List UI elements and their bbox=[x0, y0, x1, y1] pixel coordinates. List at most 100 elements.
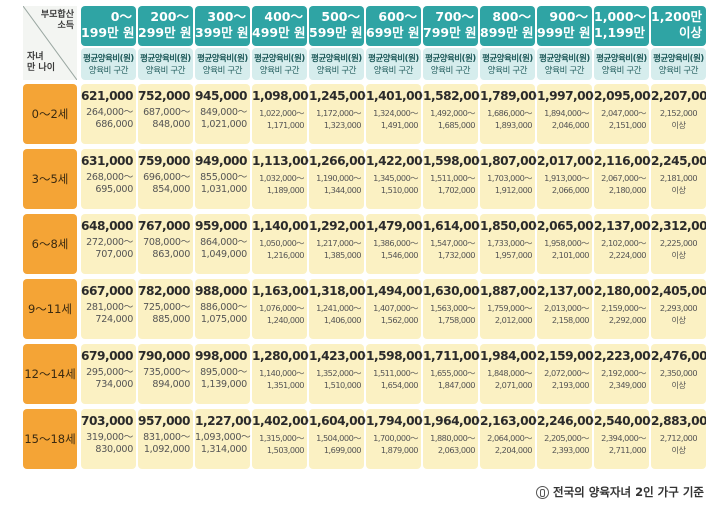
cost-range-high: 2,046,000 bbox=[551, 120, 590, 130]
cost-range-low: 1,352,000～ bbox=[316, 368, 361, 378]
cost-range-high: 1,323,000 bbox=[323, 120, 362, 130]
table-cell: 2,476,000 2,350,000 이상 bbox=[651, 344, 706, 404]
average-cost: 767,000 bbox=[138, 219, 191, 233]
average-cost: 957,000 bbox=[138, 414, 191, 428]
average-cost: 2,163,000 bbox=[480, 414, 545, 428]
cost-range-low: 2,159,000～ bbox=[601, 303, 646, 313]
average-cost: 1,494,000 bbox=[366, 284, 431, 298]
cost-range-label: 양육비 구간 bbox=[430, 65, 471, 75]
table-cell: 767,000 708,000～ 863,000 bbox=[138, 214, 193, 274]
cost-range-low: 1,880,000～ bbox=[430, 433, 475, 443]
avg-cost-label: 평균양육비(원) bbox=[482, 53, 533, 63]
cost-range-low: 886,000～ bbox=[200, 302, 247, 313]
cost-range-low: 725,000～ bbox=[143, 302, 190, 313]
average-cost: 1,402,000 bbox=[252, 414, 317, 428]
table-cell: 1,098,000 1,022,000～ 1,171,000 bbox=[252, 84, 317, 144]
cost-range-high: 이상 bbox=[671, 185, 686, 195]
table-cell: 1,582,000 1,492,000～ 1,685,000 bbox=[423, 84, 488, 144]
column-subheader: 평균양육비(원) 양육비 구간 bbox=[252, 48, 307, 80]
cost-range-low: 319,000～ bbox=[86, 432, 133, 443]
cost-range-high: 2,292,000 bbox=[608, 315, 647, 325]
cost-range-low: 2,181,000 bbox=[659, 173, 698, 183]
average-cost: 945,000 bbox=[195, 89, 248, 103]
avg-cost-label: 평균양육비(원) bbox=[368, 53, 419, 63]
corner-age-label: 자녀 만 나이 bbox=[27, 52, 55, 74]
cost-range-high: 1,075,000 bbox=[200, 314, 247, 325]
cost-range-low: 2,394,000～ bbox=[601, 433, 646, 443]
average-cost: 2,137,000 bbox=[594, 219, 659, 233]
average-cost: 1,266,000 bbox=[309, 154, 374, 168]
table-cell: 2,159,000 2,072,000～ 2,193,000 bbox=[537, 344, 602, 404]
cost-range-low: 831,000～ bbox=[143, 432, 190, 443]
cost-range-label: 양육비 구간 bbox=[544, 65, 585, 75]
cost-range-high: 2,204,000 bbox=[494, 445, 533, 455]
cost-range-label: 양육비 구간 bbox=[202, 65, 243, 75]
cost-range-high: 2,349,000 bbox=[608, 380, 647, 390]
table-cell: 949,000 855,000～ 1,031,000 bbox=[195, 149, 250, 209]
column-subheader: 평균양육비(원) 양육비 구간 bbox=[309, 48, 364, 80]
note-icon bbox=[536, 485, 550, 499]
column-subheader: 평균양육비(원) 양육비 구간 bbox=[81, 48, 136, 80]
age-row-header: 6～8세 bbox=[23, 214, 77, 274]
column-subheader: 평균양육비(원) 양육비 구간 bbox=[594, 48, 649, 80]
income-range-end: 799만 원 bbox=[423, 25, 477, 40]
table-cell: 1,422,000 1,345,000～ 1,510,000 bbox=[366, 149, 431, 209]
cost-range-high: 1,406,000 bbox=[323, 315, 362, 325]
table-cell: 959,000 864,000～ 1,049,000 bbox=[195, 214, 250, 274]
income-column-header: 500～ 599만 원 bbox=[309, 6, 364, 46]
income-range-end: 599만 원 bbox=[309, 25, 363, 40]
column-subheader: 평균양육비(원) 양육비 구간 bbox=[138, 48, 193, 80]
income-range-start: 300～ bbox=[207, 9, 246, 24]
average-cost: 631,000 bbox=[81, 154, 134, 168]
cost-range-high: 1,021,000 bbox=[200, 119, 247, 130]
avg-cost-label: 평균양육비(원) bbox=[596, 53, 647, 63]
cost-range-high: 2,012,000 bbox=[494, 315, 533, 325]
table-cell: 2,163,000 2,064,000～ 2,204,000 bbox=[480, 409, 545, 469]
column-subheader: 평균양육비(원) 양육비 구간 bbox=[366, 48, 421, 80]
cost-range-low: 849,000～ bbox=[200, 107, 247, 118]
average-cost: 1,098,000 bbox=[252, 89, 317, 103]
avg-cost-label: 평균양육비(원) bbox=[539, 53, 590, 63]
cost-range-high: 2,071,000 bbox=[494, 380, 533, 390]
cost-range-high: 이상 bbox=[671, 250, 686, 260]
cost-range-low: 1,655,000～ bbox=[430, 368, 475, 378]
cost-range-low: 2,192,000～ bbox=[601, 368, 646, 378]
cost-range-low: 1,547,000～ bbox=[430, 238, 475, 248]
avg-cost-label: 평균양육비(원) bbox=[254, 53, 305, 63]
cost-range-label: 양육비 구간 bbox=[145, 65, 186, 75]
cost-range-low: 1,492,000～ bbox=[430, 108, 475, 118]
average-cost: 1,598,000 bbox=[423, 154, 488, 168]
income-range-end: 699만 원 bbox=[366, 25, 420, 40]
income-column-header: 700～ 799만 원 bbox=[423, 6, 478, 46]
income-range-start: 1,200만 원 bbox=[651, 9, 706, 24]
average-cost: 2,159,000 bbox=[537, 349, 602, 363]
average-cost: 1,630,000 bbox=[423, 284, 488, 298]
cost-range-high: 이상 bbox=[671, 315, 686, 325]
cost-range-low: 855,000～ bbox=[200, 172, 247, 183]
cost-range-high: 734,000 bbox=[95, 379, 133, 390]
cost-range-high: 1,912,000 bbox=[494, 185, 533, 195]
average-cost: 2,246,000 bbox=[537, 414, 602, 428]
avg-cost-label: 평균양육비(원) bbox=[653, 53, 704, 63]
cost-range-low: 1,032,000～ bbox=[259, 173, 304, 183]
cost-range-high: 686,000 bbox=[95, 119, 133, 130]
avg-cost-label: 평균양육비(원) bbox=[140, 53, 191, 63]
income-range-end: 199만 원 bbox=[81, 25, 135, 40]
average-cost: 2,207,000 bbox=[651, 89, 706, 103]
average-cost: 1,794,000 bbox=[366, 414, 431, 428]
cost-range-low: 1,913,000～ bbox=[544, 173, 589, 183]
cost-range-low: 1,759,000～ bbox=[487, 303, 532, 313]
corner-income-label: 부모합산 소득 bbox=[41, 10, 74, 32]
cost-range-high: 2,063,000 bbox=[437, 445, 476, 455]
cost-range-low: 1,050,000～ bbox=[259, 238, 304, 248]
cost-range-high: 1,491,000 bbox=[380, 120, 419, 130]
cost-range-high: 이상 bbox=[671, 120, 686, 130]
table-cell: 1,494,000 1,407,000～ 1,562,000 bbox=[366, 279, 431, 339]
table-cell: 2,180,000 2,159,000～ 2,292,000 bbox=[594, 279, 659, 339]
average-cost: 782,000 bbox=[138, 284, 191, 298]
average-cost: 2,065,000 bbox=[537, 219, 602, 233]
table-cell: 1,280,000 1,140,000～ 1,351,000 bbox=[252, 344, 317, 404]
income-column-header: 200～ 299만 원 bbox=[138, 6, 193, 46]
table-cell: 1,850,000 1,733,000～ 1,957,000 bbox=[480, 214, 545, 274]
income-range-start: 200～ bbox=[150, 9, 189, 24]
